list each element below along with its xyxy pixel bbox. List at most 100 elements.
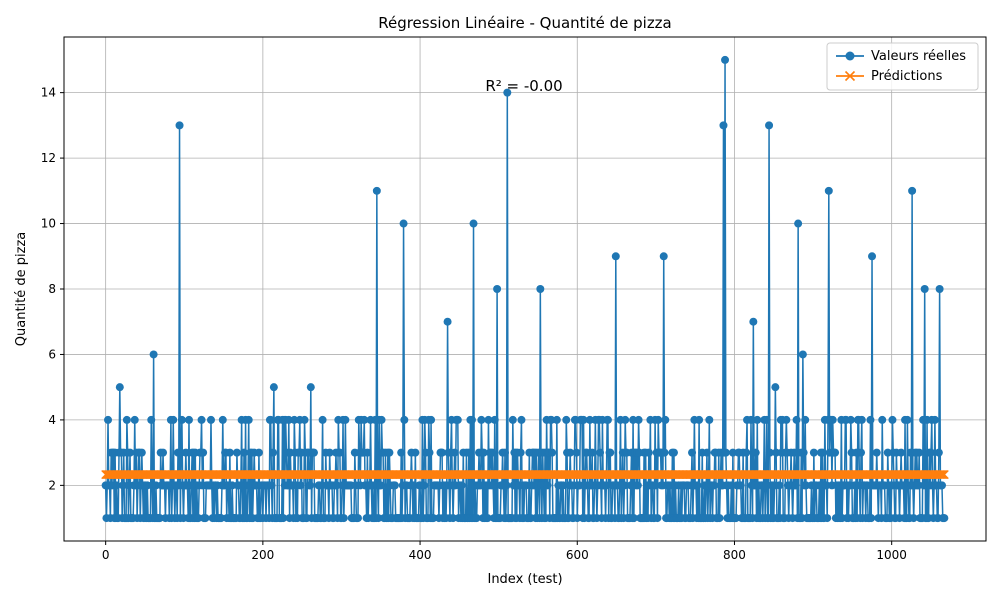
actual-value-point <box>721 448 730 457</box>
legend-label-predictions: Prédictions <box>871 69 943 84</box>
actual-value-point <box>122 415 131 424</box>
actual-value-point <box>702 448 711 457</box>
actual-value-point <box>296 481 305 490</box>
actual-value-point <box>660 448 669 457</box>
actual-value-point <box>399 219 408 228</box>
actual-value-point <box>828 415 837 424</box>
actual-value-point <box>815 481 824 490</box>
actual-value-point <box>522 481 531 490</box>
actual-value-point <box>935 285 944 293</box>
actual-value-point <box>693 481 702 490</box>
actual-value-point <box>688 448 697 457</box>
actual-value-point <box>566 448 575 457</box>
actual-value-point <box>831 448 840 457</box>
actual-value-point <box>232 448 241 457</box>
actual-value-point <box>420 481 428 490</box>
y-tick-label: 2 <box>48 478 56 492</box>
actual-value-point <box>206 415 215 424</box>
actual-value-point <box>469 219 478 228</box>
actual-value-point <box>732 514 741 523</box>
actual-value-point <box>790 448 799 457</box>
actual-value-point <box>516 448 525 457</box>
actual-value-point <box>559 481 568 490</box>
actual-value-point <box>903 415 912 424</box>
actual-value-point <box>115 383 124 392</box>
actual-value-point <box>751 448 760 457</box>
actual-value-point <box>937 481 946 490</box>
actual-value-point <box>719 121 728 130</box>
actual-value-point <box>915 448 924 457</box>
actual-value-point <box>728 448 737 457</box>
actual-value-point <box>130 415 139 424</box>
actual-value-point <box>443 317 452 326</box>
actual-value-point <box>309 448 318 457</box>
actual-value-point <box>453 415 462 424</box>
actual-value-point <box>201 514 210 523</box>
actual-value-point <box>385 448 394 457</box>
x-tick-label: 0 <box>102 548 110 562</box>
actual-value-point <box>306 481 315 490</box>
actual-value-point <box>169 415 178 424</box>
y-tick-label: 12 <box>41 151 56 165</box>
actual-value-point <box>669 448 678 457</box>
actual-value-point <box>562 415 571 424</box>
actual-value-point <box>920 285 929 293</box>
actual-value-point <box>353 514 362 523</box>
actual-value-point <box>284 415 293 424</box>
actual-value-point <box>427 415 436 424</box>
actual-value-point <box>147 415 156 424</box>
actual-value-point <box>472 514 481 523</box>
actual-value-point <box>339 514 348 523</box>
actual-value-point <box>661 415 670 424</box>
actual-value-point <box>710 481 719 490</box>
actual-value-point <box>575 481 584 490</box>
actual-value-point <box>254 448 263 457</box>
actual-value-point <box>266 415 275 424</box>
actual-value-point <box>429 514 438 523</box>
actual-value-point <box>151 481 160 490</box>
actual-value-point <box>243 481 252 490</box>
actual-value-point <box>824 186 833 195</box>
actual-value-point <box>411 448 420 457</box>
chart-title: Régression Linéaire - Quantité de pizza <box>378 14 672 32</box>
y-tick-label: 14 <box>41 86 56 100</box>
actual-value-point <box>397 448 406 457</box>
actual-value-point <box>799 448 808 457</box>
actual-value-point <box>579 415 588 424</box>
actual-value-point <box>425 448 434 457</box>
actual-value-point <box>126 448 135 457</box>
actual-value-point <box>508 415 517 424</box>
actual-value-point <box>888 415 897 424</box>
actual-value-point <box>809 448 818 457</box>
r-squared-annotation: R² = -0.00 <box>485 77 562 95</box>
actual-value-point <box>596 448 605 457</box>
actual-value-point <box>228 481 237 490</box>
actual-value-point <box>543 481 552 490</box>
actual-value-point <box>199 448 208 457</box>
actual-value-point <box>341 415 350 424</box>
legend-marker-actual <box>845 51 855 61</box>
actual-value-point <box>552 415 561 424</box>
actual-value-point <box>187 481 196 490</box>
actual-value-point <box>666 481 675 490</box>
actual-value-point <box>762 415 771 424</box>
x-tick-label: 800 <box>723 548 746 562</box>
actual-value-point <box>112 481 121 490</box>
actual-value-point <box>868 252 877 261</box>
actual-value-point <box>489 481 498 490</box>
actual-value-point <box>118 481 127 490</box>
actual-value-point <box>493 285 502 293</box>
actual-value-point <box>761 481 770 490</box>
actual-value-point <box>715 514 724 523</box>
actual-value-point <box>782 415 791 424</box>
actual-value-point <box>177 415 186 424</box>
actual-value-point <box>269 448 278 457</box>
actual-value-point <box>502 481 511 490</box>
actual-value-point <box>306 383 315 392</box>
legend-marker-predictions <box>844 70 856 82</box>
actual-value-point <box>279 514 288 523</box>
actual-value-point <box>438 448 447 457</box>
actual-value-point <box>883 448 892 457</box>
